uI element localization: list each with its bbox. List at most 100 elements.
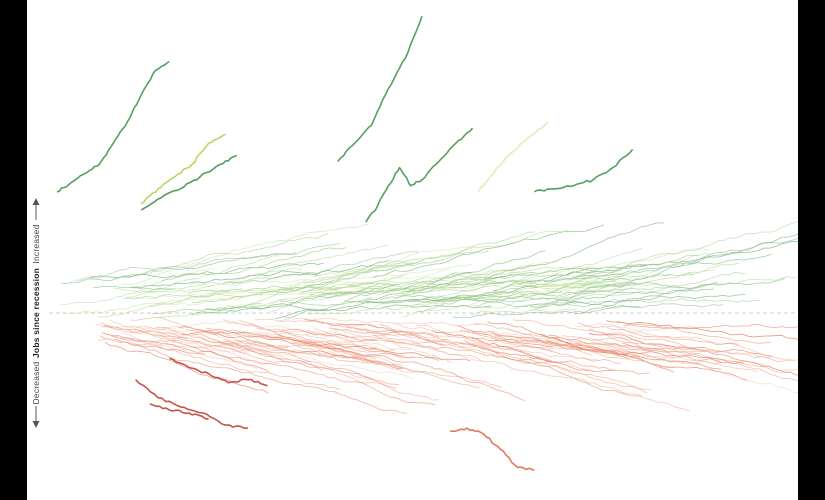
series-line-decrease — [494, 335, 592, 356]
series-line-increase — [484, 222, 665, 280]
series-line-decrease — [170, 341, 436, 406]
series-line-decrease — [202, 337, 439, 401]
series-line-decrease — [239, 320, 378, 349]
highlight-series-8 — [169, 357, 268, 387]
series-line-decrease — [576, 323, 667, 332]
series-line-increase — [122, 274, 406, 300]
series-line-decrease — [122, 332, 258, 370]
series-line-decrease — [101, 332, 270, 372]
series-line-decrease — [606, 320, 798, 340]
series-line-increase — [530, 294, 746, 308]
series-line-increase — [573, 281, 718, 314]
up-arrow-head — [32, 198, 40, 205]
series-line-decrease — [431, 329, 557, 363]
series-line-decrease — [474, 323, 573, 344]
down-arrow-head — [32, 421, 40, 428]
series-line-increase — [60, 268, 302, 306]
series-line-increase — [408, 286, 538, 303]
series-line-increase — [408, 274, 535, 292]
series-line-increase — [161, 247, 347, 282]
series-line-decrease — [105, 333, 177, 343]
series-line-increase — [188, 285, 338, 294]
series-line-decrease — [379, 323, 642, 397]
series-line-increase — [191, 283, 398, 315]
series-line-decrease — [457, 325, 529, 338]
series-line-decrease — [104, 325, 400, 385]
highlight-series-6 — [477, 121, 549, 193]
series-line-decrease — [512, 319, 794, 362]
series-line-increase — [221, 274, 318, 285]
series-line-decrease — [206, 327, 440, 361]
series-line-increase — [156, 287, 375, 319]
series-line-increase — [544, 241, 798, 283]
series-line-decrease — [115, 340, 407, 414]
series-line-decrease — [178, 326, 405, 370]
series-line-increase — [336, 229, 569, 279]
highlight-series-4 — [337, 15, 423, 162]
series-line-increase — [416, 254, 699, 312]
series-line-increase — [309, 274, 482, 295]
series-line-increase — [312, 259, 425, 278]
series-line-increase — [89, 262, 324, 279]
series-line-decrease — [155, 326, 323, 372]
series-line-increase — [507, 282, 602, 300]
series-line-decrease — [125, 331, 414, 380]
series-line-increase — [308, 282, 504, 296]
series-line-increase — [380, 294, 548, 301]
series-line-increase — [406, 250, 546, 293]
series-line-decrease — [548, 334, 773, 357]
series-line-increase — [545, 281, 637, 301]
highlight-series-11 — [450, 427, 535, 472]
series-line-decrease — [410, 339, 690, 412]
series-line-increase — [137, 268, 216, 289]
series-line-decrease — [255, 318, 378, 327]
series-line-increase — [565, 288, 714, 302]
highlight-series-5 — [365, 127, 474, 223]
series-line-decrease — [159, 331, 265, 353]
series-line-decrease — [329, 328, 439, 337]
series-line-decrease — [202, 331, 371, 381]
series-line-increase — [232, 251, 420, 285]
series-line-increase — [560, 276, 798, 302]
series-line-increase — [156, 287, 243, 305]
series-line-decrease — [181, 330, 471, 362]
series-line-increase — [372, 247, 643, 309]
highlight-series-3 — [140, 154, 238, 211]
series-line-increase — [469, 264, 647, 281]
series-line-decrease — [104, 342, 269, 394]
series-line-increase — [61, 251, 297, 285]
highlight-series-10 — [149, 403, 209, 420]
series-line-increase — [257, 244, 389, 278]
series-line-decrease — [588, 328, 792, 373]
series-line-decrease — [460, 329, 622, 364]
series-line-increase — [190, 264, 472, 286]
series-line-decrease — [506, 327, 675, 369]
series-line-decrease — [218, 340, 384, 363]
series-line-increase — [269, 263, 533, 313]
series-line-decrease — [416, 324, 551, 362]
background-series-group — [60, 220, 798, 414]
series-line-decrease — [410, 333, 651, 390]
series-line-increase — [408, 294, 507, 308]
series-line-increase — [587, 277, 786, 289]
series-line-increase — [62, 285, 293, 315]
series-line-increase — [492, 267, 602, 292]
highlight-series-9 — [135, 379, 248, 429]
series-line-decrease — [329, 326, 452, 364]
series-line-increase — [376, 279, 588, 296]
series-line-decrease — [588, 333, 798, 382]
series-line-decrease — [95, 323, 280, 365]
chart-panel: Increased Jobs since recession Decreased — [27, 0, 798, 500]
series-line-decrease — [255, 327, 378, 343]
series-line-decrease — [487, 321, 646, 359]
series-line-increase — [249, 259, 444, 293]
series-line-increase — [470, 308, 577, 316]
series-line-decrease — [222, 340, 395, 353]
y-axis-arrows — [32, 198, 40, 428]
series-line-increase — [535, 286, 633, 309]
series-line-decrease — [623, 323, 798, 329]
series-line-increase — [251, 279, 491, 296]
series-line-decrease — [281, 328, 377, 341]
series-line-increase — [114, 233, 329, 280]
series-line-decrease — [111, 335, 340, 390]
